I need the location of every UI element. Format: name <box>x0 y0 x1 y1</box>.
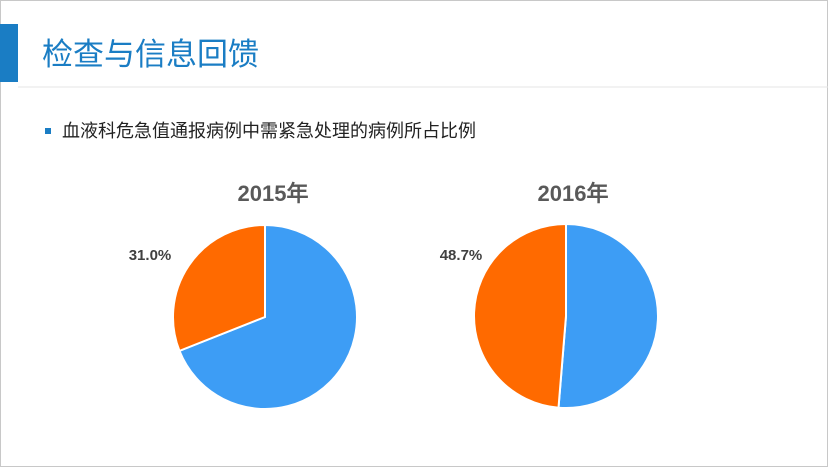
bullet-marker <box>45 128 51 134</box>
pie-slice <box>473 222 567 409</box>
pie-slice <box>178 223 358 410</box>
pie-slice <box>172 223 266 353</box>
slide-title: 检查与信息回馈 <box>42 37 259 72</box>
chart-title: 2016年 <box>538 181 609 206</box>
bullet-text: 血液科危急值通报病例中需紧急处理的病例所占比例 <box>62 121 476 141</box>
data-label: 48.7% <box>440 247 483 264</box>
title-accent <box>0 24 18 82</box>
data-label: 31.0% <box>129 247 172 264</box>
chart-title: 2015年 <box>238 181 309 206</box>
pie-slice <box>557 222 659 409</box>
